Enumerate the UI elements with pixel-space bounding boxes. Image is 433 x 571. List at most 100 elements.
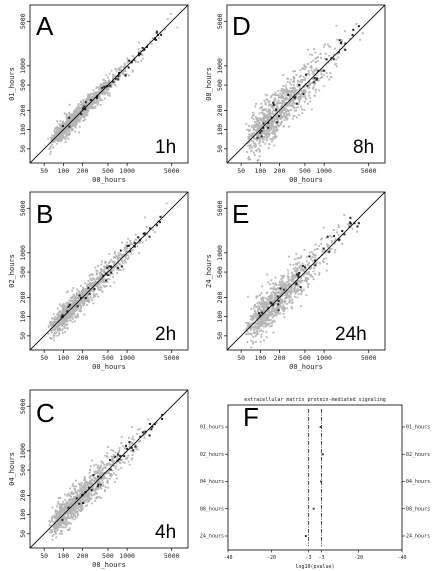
- data-point: [105, 285, 108, 288]
- data-point: [257, 323, 259, 326]
- data-point: [66, 529, 69, 531]
- data-point: [289, 81, 291, 84]
- data-point: [292, 278, 295, 281]
- data-point: [58, 310, 61, 313]
- data-point: [259, 309, 262, 312]
- data-point: [252, 142, 255, 145]
- data-point: [320, 73, 323, 75]
- data-point: [102, 281, 104, 283]
- highlight-point: [295, 283, 298, 286]
- data-point: [83, 303, 86, 305]
- data-point: [263, 315, 266, 318]
- highlight-point: [159, 215, 162, 218]
- data-point: [314, 273, 317, 275]
- data-point: [277, 119, 280, 122]
- highlight-point: [313, 77, 316, 80]
- data-point: [292, 91, 295, 94]
- data-point: [255, 295, 258, 298]
- highlight-point: [82, 502, 85, 505]
- data-point: [75, 303, 78, 305]
- data-point: [79, 302, 82, 305]
- highlight-point: [110, 271, 113, 274]
- data-point: [313, 256, 316, 259]
- data-point: [57, 500, 60, 503]
- data-point: [68, 132, 71, 135]
- x-tick-label: 100: [57, 167, 69, 175]
- data-point: [61, 132, 64, 135]
- data-point: [114, 451, 117, 454]
- data-point: [95, 284, 97, 286]
- data-point: [70, 502, 73, 504]
- data-point: [85, 99, 87, 102]
- highlight-point: [102, 274, 105, 277]
- category-label-right: 01_hours: [406, 425, 430, 431]
- data-point: [261, 105, 263, 108]
- scatter-panel-a: A 1h 50 100 200 500 1000 50005010020050010005…: [8, 4, 189, 184]
- data-point: [73, 320, 76, 323]
- data-point: [52, 320, 55, 323]
- data-point: [98, 469, 101, 471]
- data-point: [272, 290, 275, 293]
- data-point: [86, 499, 88, 501]
- data-point: [282, 85, 285, 87]
- data-point: [56, 529, 59, 531]
- data-point: [80, 491, 83, 494]
- data-point: [74, 490, 77, 492]
- data-point: [258, 301, 261, 303]
- data-point: [108, 462, 110, 465]
- data-point: [255, 325, 258, 328]
- data-point: [259, 321, 262, 324]
- data-point: [84, 299, 87, 302]
- data-point: [75, 516, 78, 519]
- data-point: [84, 481, 86, 484]
- data-point: [69, 319, 72, 322]
- data-point: [312, 78, 314, 81]
- data-point: [314, 254, 317, 257]
- data-point: [60, 504, 62, 507]
- data-point: [263, 112, 266, 115]
- data-point: [104, 466, 107, 469]
- data-point: [120, 442, 123, 444]
- data-point: [89, 483, 92, 486]
- data-point: [278, 301, 281, 304]
- data-point: [261, 306, 263, 309]
- data-point: [283, 274, 285, 277]
- data-point: [100, 275, 103, 278]
- data-point: [251, 326, 254, 329]
- data-point: [281, 115, 284, 118]
- data-point: [69, 504, 71, 506]
- data-point: [85, 97, 88, 100]
- data-point: [267, 125, 270, 128]
- data-point: [102, 484, 105, 487]
- highlight-point: [143, 48, 146, 51]
- data-point: [91, 107, 94, 110]
- data-point: [70, 514, 72, 517]
- data-point: [55, 127, 57, 130]
- data-point: [271, 118, 274, 120]
- data-point: [310, 66, 313, 69]
- highlight-point: [124, 74, 127, 77]
- data-point: [131, 457, 134, 460]
- data-point: [259, 119, 262, 121]
- data-point: [257, 124, 260, 127]
- data-point: [106, 281, 109, 283]
- data-point: [89, 106, 92, 109]
- data-point: [281, 306, 284, 309]
- data-point: [52, 313, 55, 316]
- data-point: [281, 291, 284, 294]
- y-tick-label: 5000: [216, 13, 224, 29]
- data-point: [87, 280, 90, 282]
- data-point: [264, 93, 267, 96]
- data-point: [88, 290, 91, 293]
- data-point: [292, 79, 295, 82]
- data-point: [67, 316, 70, 319]
- data-point: [90, 478, 93, 481]
- data-point: [305, 271, 307, 273]
- data-point: [340, 39, 343, 42]
- data-point: [62, 312, 65, 314]
- data-point: [269, 313, 271, 315]
- data-point: [274, 292, 277, 294]
- data-point: [327, 61, 330, 64]
- data-point: [280, 290, 283, 292]
- data-point: [288, 95, 291, 98]
